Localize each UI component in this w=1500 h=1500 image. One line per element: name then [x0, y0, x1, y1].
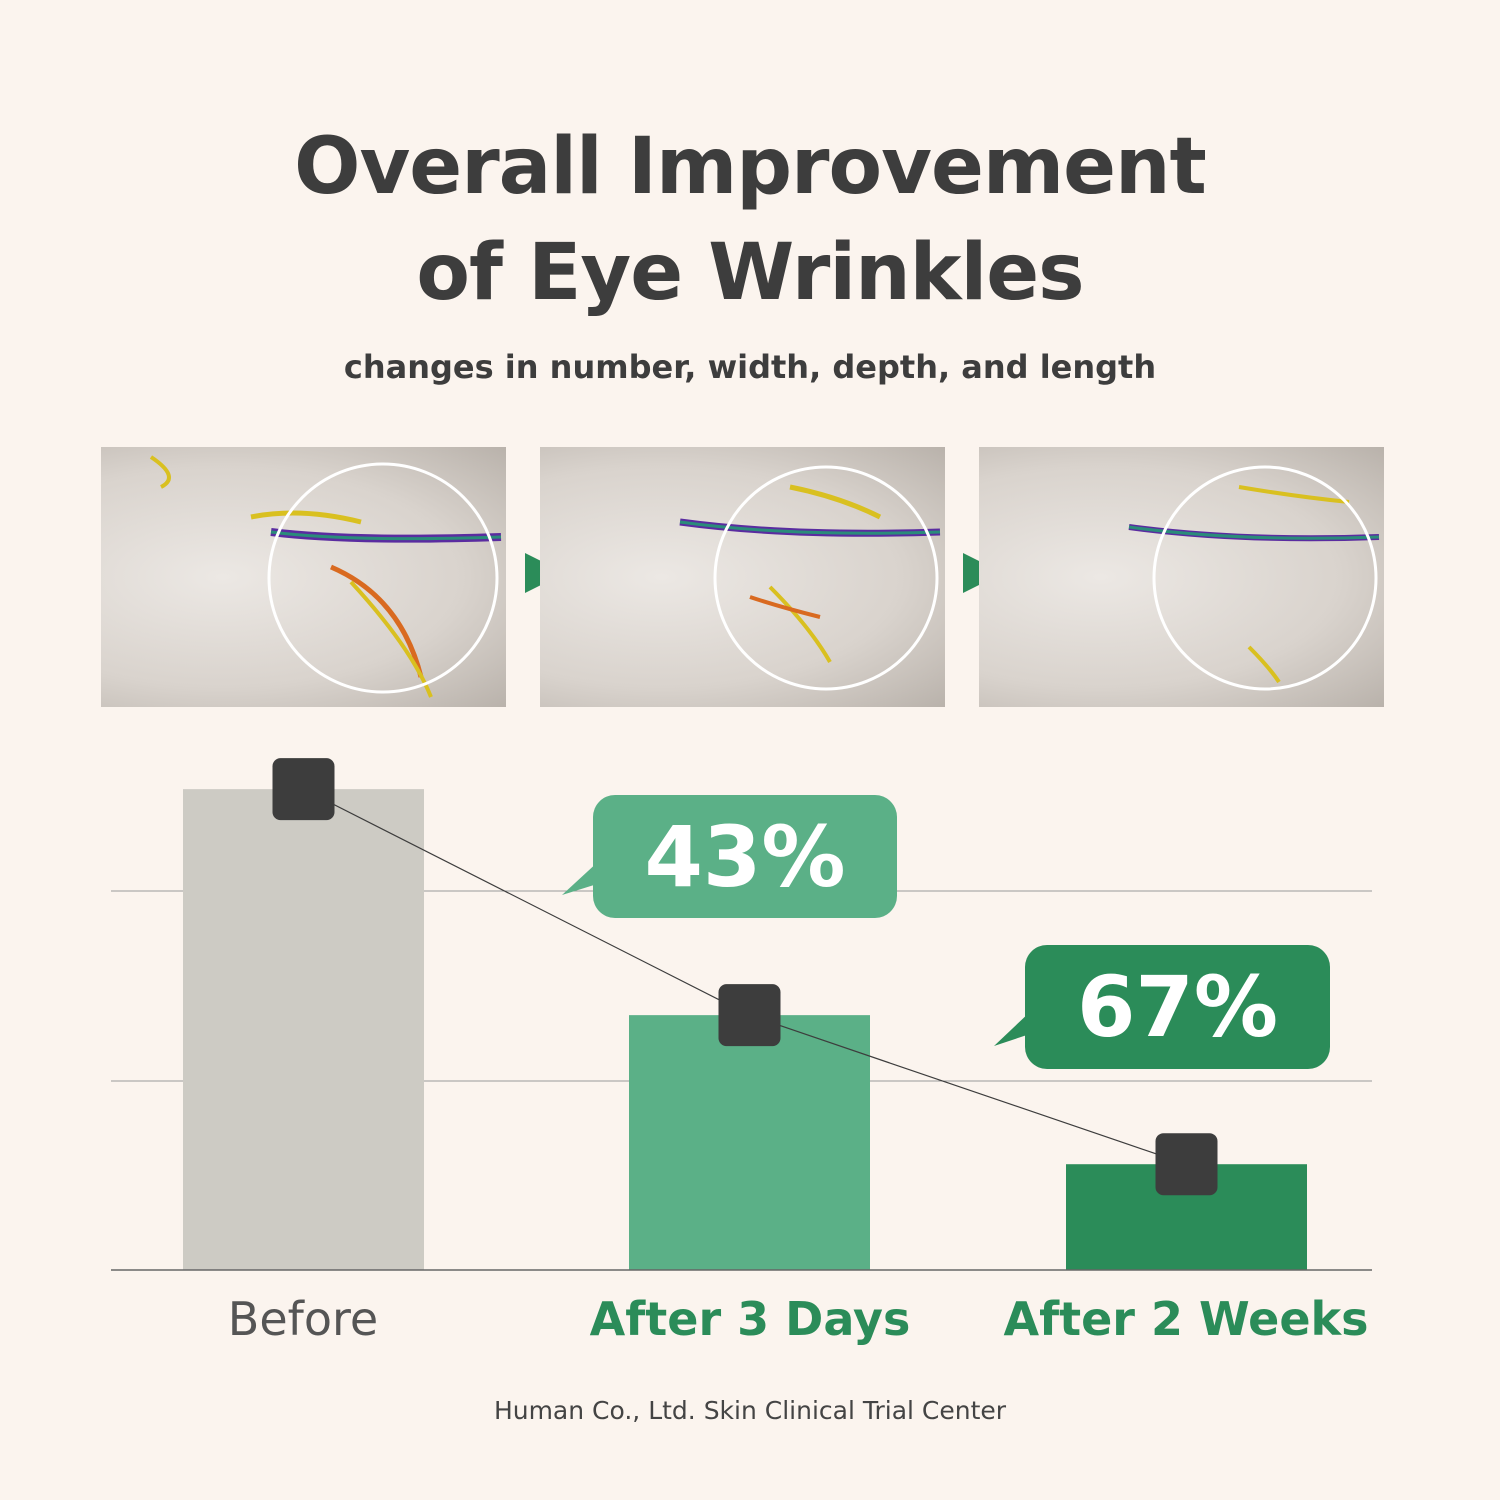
subtitle: changes in number, width, depth, and len… [343, 348, 1157, 386]
data-point-marker [272, 758, 335, 821]
x-label-before: Before [227, 1292, 379, 1346]
bar-after-3-days [629, 1015, 870, 1270]
wrinkle-map-after-3-days [679, 465, 941, 691]
x-label-after-2-weeks: After 2 Weeks [1003, 1292, 1369, 1346]
data-point-marker [718, 984, 781, 1047]
data-point-marker [1155, 1133, 1218, 1196]
callout-67-percent: 67% [1025, 945, 1330, 1069]
x-label-after-3-days: After 3 Days [589, 1292, 911, 1346]
callout-43-percent: 43% [593, 795, 897, 918]
title-line-2: of Eye Wrinkles [416, 228, 1084, 318]
photo-after-3-days [540, 447, 945, 707]
title-line-1: Overall Improvement [294, 122, 1207, 212]
wrinkle-map-after-2-weeks [1128, 465, 1380, 691]
wrinkle-map-before [149, 455, 502, 698]
bar-before [183, 789, 424, 1270]
source-footnote: Human Co., Ltd. Skin Clinical Trial Cent… [493, 1396, 1007, 1425]
photo-after-2-weeks [979, 447, 1384, 707]
photo-before [101, 447, 506, 707]
